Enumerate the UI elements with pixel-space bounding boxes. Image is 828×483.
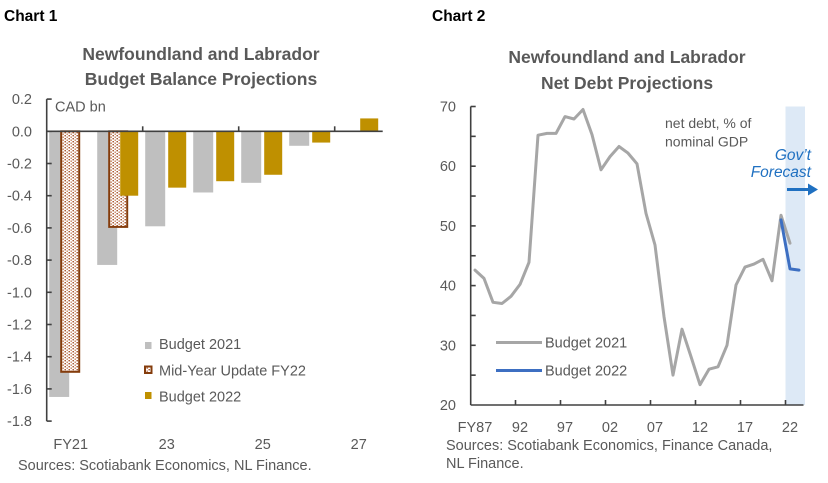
chart-2-axes — [469, 105, 804, 406]
x-tick-label: 23 — [159, 437, 175, 453]
legend-swatch-budget-2021 — [145, 342, 152, 349]
x-tick-label: 17 — [737, 420, 753, 436]
bar-budget-2021-fy24 — [193, 131, 214, 193]
legend-swatch-budget-2022 — [145, 392, 152, 399]
chart-1-title-line-1: Newfoundland and Labrador — [82, 44, 319, 64]
chart-2-legend: Budget 2021 Budget 2022 — [496, 336, 627, 380]
chart-1-x-tick-labels: FY21 23 25 27 — [53, 437, 366, 453]
y-tick-label: 70 — [440, 100, 456, 116]
chart-1-axes — [45, 98, 383, 422]
chart-1-budget-balance: Chart 1 Newfoundland and Labrador Budget… — [4, 8, 383, 474]
y-tick-label: 60 — [440, 159, 456, 175]
chart-2-source-line-2: NL Finance. — [446, 456, 524, 472]
series-line-budget-2022 — [779, 218, 801, 272]
chart-1-title-line-2: Budget Balance Projections — [85, 69, 318, 89]
y-tick-label: -1.8 — [7, 414, 32, 430]
x-tick-label: 02 — [602, 420, 618, 436]
chart-2-title-line-1: Newfoundland and Labrador — [508, 47, 745, 67]
y-tick-label: -0.2 — [7, 157, 32, 173]
forecast-label-line-1: Gov’t — [775, 147, 812, 164]
y-tick-label: 20 — [440, 398, 456, 414]
bar-budget-2021-fy25 — [241, 131, 262, 183]
chart-1-y-unit-label: CAD bn — [55, 100, 106, 116]
arrow-right-icon — [787, 183, 818, 196]
chart-1-bars — [49, 118, 379, 397]
chart-2-source-line-1: Sources: Scotiabank Economics, Finance C… — [446, 438, 772, 454]
legend-label-budget-2022: Budget 2022 — [159, 390, 241, 406]
x-tick-label: FY87 — [458, 420, 493, 436]
forecast-label-line-2: Forecast — [751, 164, 812, 181]
chart-2-title-line-2: Net Debt Projections — [541, 73, 713, 93]
y-tick-label: 0.0 — [12, 124, 32, 140]
bar-budget-2022-fy26 — [312, 131, 331, 143]
forecast-region — [785, 106, 805, 405]
units-note-line-2: nominal GDP — [665, 134, 748, 150]
y-tick-label: 40 — [440, 279, 456, 295]
x-tick-label: 27 — [351, 437, 367, 453]
x-tick-label: 22 — [782, 420, 798, 436]
bar-budget-2022-fy23 — [168, 131, 187, 188]
forecast-shading — [785, 106, 805, 405]
y-tick-label: 0.2 — [12, 92, 32, 108]
x-tick-label: 07 — [647, 420, 663, 436]
bar-budget-2021-fy23 — [145, 131, 166, 227]
x-tick-label: 97 — [557, 420, 573, 436]
y-tick-label: 50 — [440, 219, 456, 235]
y-tick-label: -1.4 — [7, 350, 32, 366]
legend-swatch-mid-year-update — [144, 365, 153, 374]
bar-budget-2022-fy25 — [264, 131, 283, 175]
bar-mid-year-update-fy22-fy21 — [60, 130, 81, 373]
x-tick-label: 12 — [692, 420, 708, 436]
chart-1-label: Chart 1 — [4, 8, 58, 25]
chart-1-source: Sources: Scotiabank Economics, NL Financ… — [18, 458, 312, 474]
units-note-line-1: net debt, % of — [665, 115, 752, 131]
legend-label-budget-2021: Budget 2021 — [545, 336, 627, 352]
y-tick-label: -0.4 — [7, 189, 32, 205]
x-tick-label: 25 — [255, 437, 271, 453]
y-tick-label: -1.6 — [7, 382, 32, 398]
series-line-budget-2021 — [473, 108, 792, 387]
legend-label-budget-2021: Budget 2021 — [159, 337, 241, 353]
chart-2-series-lines — [473, 108, 801, 387]
bar-budget-2022-fy22 — [120, 131, 139, 196]
y-tick-label: -0.6 — [7, 221, 32, 237]
chart-2-net-debt: Chart 2 Newfoundland and Labrador Net De… — [432, 8, 818, 472]
y-tick-label: -1.0 — [7, 285, 32, 301]
chart-2-y-tick-labels: 70 60 50 40 30 20 — [440, 100, 456, 415]
legend-label-mid-year-update: Mid-Year Update FY22 — [159, 364, 306, 380]
bar-budget-2022-fy24 — [216, 131, 235, 182]
y-tick-label: -1.2 — [7, 318, 32, 334]
x-tick-label: FY21 — [53, 437, 88, 453]
x-tick-label: 92 — [512, 420, 528, 436]
chart-2-x-tick-labels: FY87 92 97 02 07 12 17 22 — [458, 420, 798, 436]
chart-2-label: Chart 2 — [432, 8, 485, 25]
y-tick-label: -0.8 — [7, 253, 32, 269]
chart-1-y-tick-labels: 0.2 0.0 -0.2 -0.4 -0.6 -0.8 -1.0 -1.2 -1.4 -1.6 -1… — [7, 92, 32, 430]
chart-1-legend: Budget 2021 Mid-Year Update FY22 Budget … — [144, 337, 306, 406]
bar-budget-2021-fy26 — [289, 131, 310, 146]
y-tick-label: 30 — [440, 338, 456, 354]
bar-budget-2022-fy27 — [360, 118, 379, 132]
legend-label-budget-2022: Budget 2022 — [545, 364, 627, 380]
